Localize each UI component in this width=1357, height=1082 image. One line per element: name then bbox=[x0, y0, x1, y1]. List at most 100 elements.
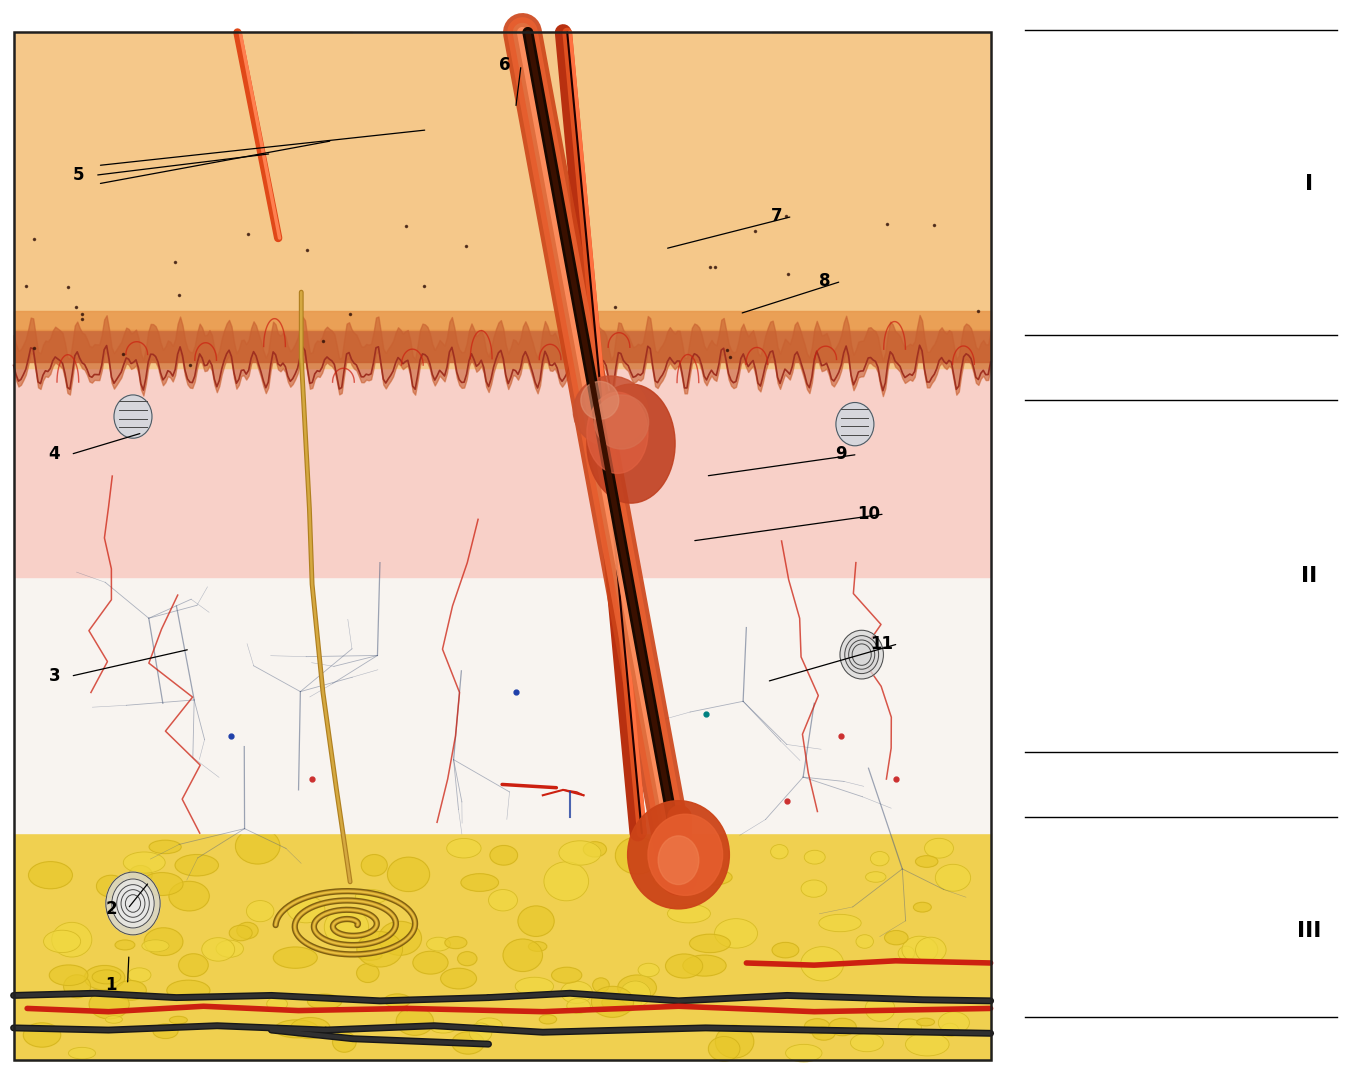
Ellipse shape bbox=[594, 395, 649, 449]
Ellipse shape bbox=[818, 914, 862, 932]
Ellipse shape bbox=[387, 857, 430, 892]
Ellipse shape bbox=[202, 938, 235, 961]
Ellipse shape bbox=[772, 942, 799, 958]
Text: 8: 8 bbox=[820, 273, 830, 290]
Ellipse shape bbox=[426, 937, 451, 951]
Text: II: II bbox=[1301, 566, 1318, 585]
Ellipse shape bbox=[940, 1024, 959, 1037]
Ellipse shape bbox=[573, 377, 649, 446]
Ellipse shape bbox=[601, 993, 642, 1012]
Ellipse shape bbox=[92, 969, 121, 984]
Ellipse shape bbox=[539, 1015, 556, 1024]
Ellipse shape bbox=[848, 639, 875, 669]
Ellipse shape bbox=[49, 965, 88, 986]
Ellipse shape bbox=[432, 1024, 456, 1033]
Bar bbox=[14, 330, 991, 362]
Ellipse shape bbox=[916, 856, 938, 868]
Ellipse shape bbox=[237, 922, 258, 939]
Ellipse shape bbox=[665, 954, 703, 978]
Text: 9: 9 bbox=[836, 446, 847, 463]
Ellipse shape bbox=[689, 934, 730, 952]
Ellipse shape bbox=[771, 845, 788, 859]
Ellipse shape bbox=[588, 384, 676, 503]
Ellipse shape bbox=[693, 865, 715, 880]
Ellipse shape bbox=[567, 999, 590, 1014]
Ellipse shape bbox=[592, 987, 634, 1017]
Ellipse shape bbox=[43, 931, 80, 952]
Ellipse shape bbox=[267, 998, 288, 1011]
Ellipse shape bbox=[361, 855, 387, 876]
Text: 5: 5 bbox=[73, 167, 84, 184]
Ellipse shape bbox=[856, 935, 874, 948]
Ellipse shape bbox=[121, 889, 145, 918]
Ellipse shape bbox=[693, 870, 733, 885]
Ellipse shape bbox=[870, 852, 889, 866]
Ellipse shape bbox=[142, 940, 170, 952]
Ellipse shape bbox=[470, 1022, 491, 1042]
Ellipse shape bbox=[229, 925, 252, 940]
Ellipse shape bbox=[684, 861, 711, 885]
Ellipse shape bbox=[938, 1012, 969, 1033]
Ellipse shape bbox=[654, 875, 681, 887]
Ellipse shape bbox=[290, 1017, 330, 1039]
Ellipse shape bbox=[852, 644, 871, 665]
Text: 10: 10 bbox=[858, 505, 879, 523]
Ellipse shape bbox=[476, 1018, 502, 1032]
Bar bbox=[14, 368, 991, 578]
Ellipse shape bbox=[96, 875, 126, 897]
Ellipse shape bbox=[588, 393, 649, 474]
Ellipse shape bbox=[68, 1047, 95, 1059]
Bar bbox=[14, 311, 991, 330]
Text: 6: 6 bbox=[499, 56, 510, 74]
Ellipse shape bbox=[902, 936, 938, 963]
Ellipse shape bbox=[715, 919, 757, 948]
Text: 11: 11 bbox=[871, 635, 893, 652]
Ellipse shape bbox=[274, 1020, 319, 1038]
Ellipse shape bbox=[885, 931, 908, 945]
Ellipse shape bbox=[627, 801, 730, 909]
Ellipse shape bbox=[288, 896, 324, 923]
Ellipse shape bbox=[528, 941, 547, 951]
Ellipse shape bbox=[441, 968, 476, 989]
Ellipse shape bbox=[273, 947, 318, 968]
Ellipse shape bbox=[235, 828, 280, 865]
Ellipse shape bbox=[913, 902, 931, 912]
Ellipse shape bbox=[384, 994, 411, 1007]
Ellipse shape bbox=[560, 981, 593, 1003]
Ellipse shape bbox=[518, 906, 554, 936]
Ellipse shape bbox=[144, 927, 183, 955]
Ellipse shape bbox=[668, 905, 711, 923]
Ellipse shape bbox=[489, 889, 517, 911]
Ellipse shape bbox=[683, 955, 726, 976]
Ellipse shape bbox=[168, 882, 209, 911]
Ellipse shape bbox=[708, 1037, 740, 1061]
Ellipse shape bbox=[490, 845, 517, 866]
Ellipse shape bbox=[141, 872, 183, 896]
Ellipse shape bbox=[446, 839, 482, 858]
Ellipse shape bbox=[503, 939, 543, 972]
Ellipse shape bbox=[356, 889, 387, 903]
Ellipse shape bbox=[125, 895, 141, 912]
Ellipse shape bbox=[332, 1032, 356, 1052]
Ellipse shape bbox=[805, 850, 825, 865]
Text: 1: 1 bbox=[106, 976, 117, 993]
Text: 7: 7 bbox=[771, 208, 782, 225]
Ellipse shape bbox=[638, 963, 660, 977]
Ellipse shape bbox=[551, 967, 582, 984]
Bar bbox=[14, 833, 991, 1060]
Ellipse shape bbox=[813, 1027, 835, 1040]
Ellipse shape bbox=[106, 1016, 122, 1024]
Bar bbox=[14, 578, 991, 833]
Ellipse shape bbox=[358, 950, 383, 960]
Ellipse shape bbox=[324, 908, 369, 947]
Ellipse shape bbox=[379, 921, 422, 955]
Ellipse shape bbox=[84, 965, 125, 990]
Ellipse shape bbox=[559, 841, 601, 866]
Ellipse shape bbox=[128, 968, 151, 982]
Ellipse shape bbox=[247, 900, 274, 922]
Ellipse shape bbox=[898, 1019, 921, 1035]
Ellipse shape bbox=[581, 382, 619, 420]
Ellipse shape bbox=[935, 865, 970, 892]
Ellipse shape bbox=[117, 885, 149, 922]
Ellipse shape bbox=[457, 952, 476, 966]
